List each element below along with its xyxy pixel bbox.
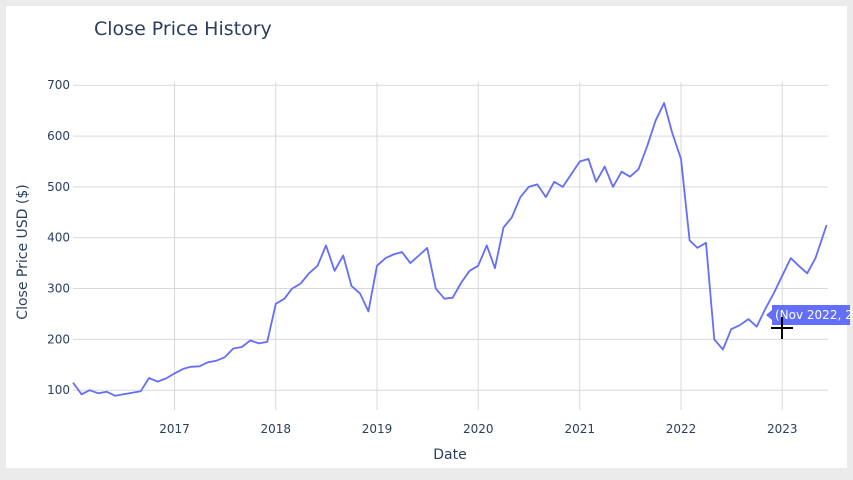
y-tick-labels: 100 200 300 400 500 600 700 xyxy=(47,78,70,397)
x-tick-label: 2023 xyxy=(767,422,798,436)
x-tick-label: 2022 xyxy=(666,422,697,436)
y-tick-label: 300 xyxy=(47,282,70,296)
price-line[interactable] xyxy=(72,102,828,397)
x-tick-label: 2017 xyxy=(159,422,190,436)
x-tick-labels: 2017 2018 2019 2020 2021 2022 2023 xyxy=(159,422,797,436)
y-tick-label: 700 xyxy=(47,78,70,92)
x-tick-label: 2018 xyxy=(260,422,291,436)
x-axis-title: Date xyxy=(433,447,466,463)
chart-title: Close Price History xyxy=(94,18,272,40)
hover-label-text: (Nov 2022, 2 xyxy=(775,308,853,322)
hover-tooltip: (Nov 2022, 2 xyxy=(766,305,853,325)
y-tick-label: 200 xyxy=(47,332,70,346)
x-tick-label: 2021 xyxy=(564,422,595,436)
hover-label-box xyxy=(772,305,850,325)
chart-frame xyxy=(6,6,847,468)
y-tick-label: 600 xyxy=(47,129,70,143)
y-axis-title: Close Price USD ($) xyxy=(15,184,31,319)
x-tick-label: 2020 xyxy=(463,422,494,436)
y-tick-label: 500 xyxy=(47,180,70,194)
x-gridlines xyxy=(174,82,783,410)
hover-label-pointer xyxy=(766,310,772,320)
y-gridlines xyxy=(73,84,828,391)
crosshair-cursor-icon xyxy=(771,317,793,339)
y-tick-label: 100 xyxy=(47,383,70,397)
y-tick-label: 400 xyxy=(47,231,70,245)
x-tick-label: 2019 xyxy=(362,422,393,436)
